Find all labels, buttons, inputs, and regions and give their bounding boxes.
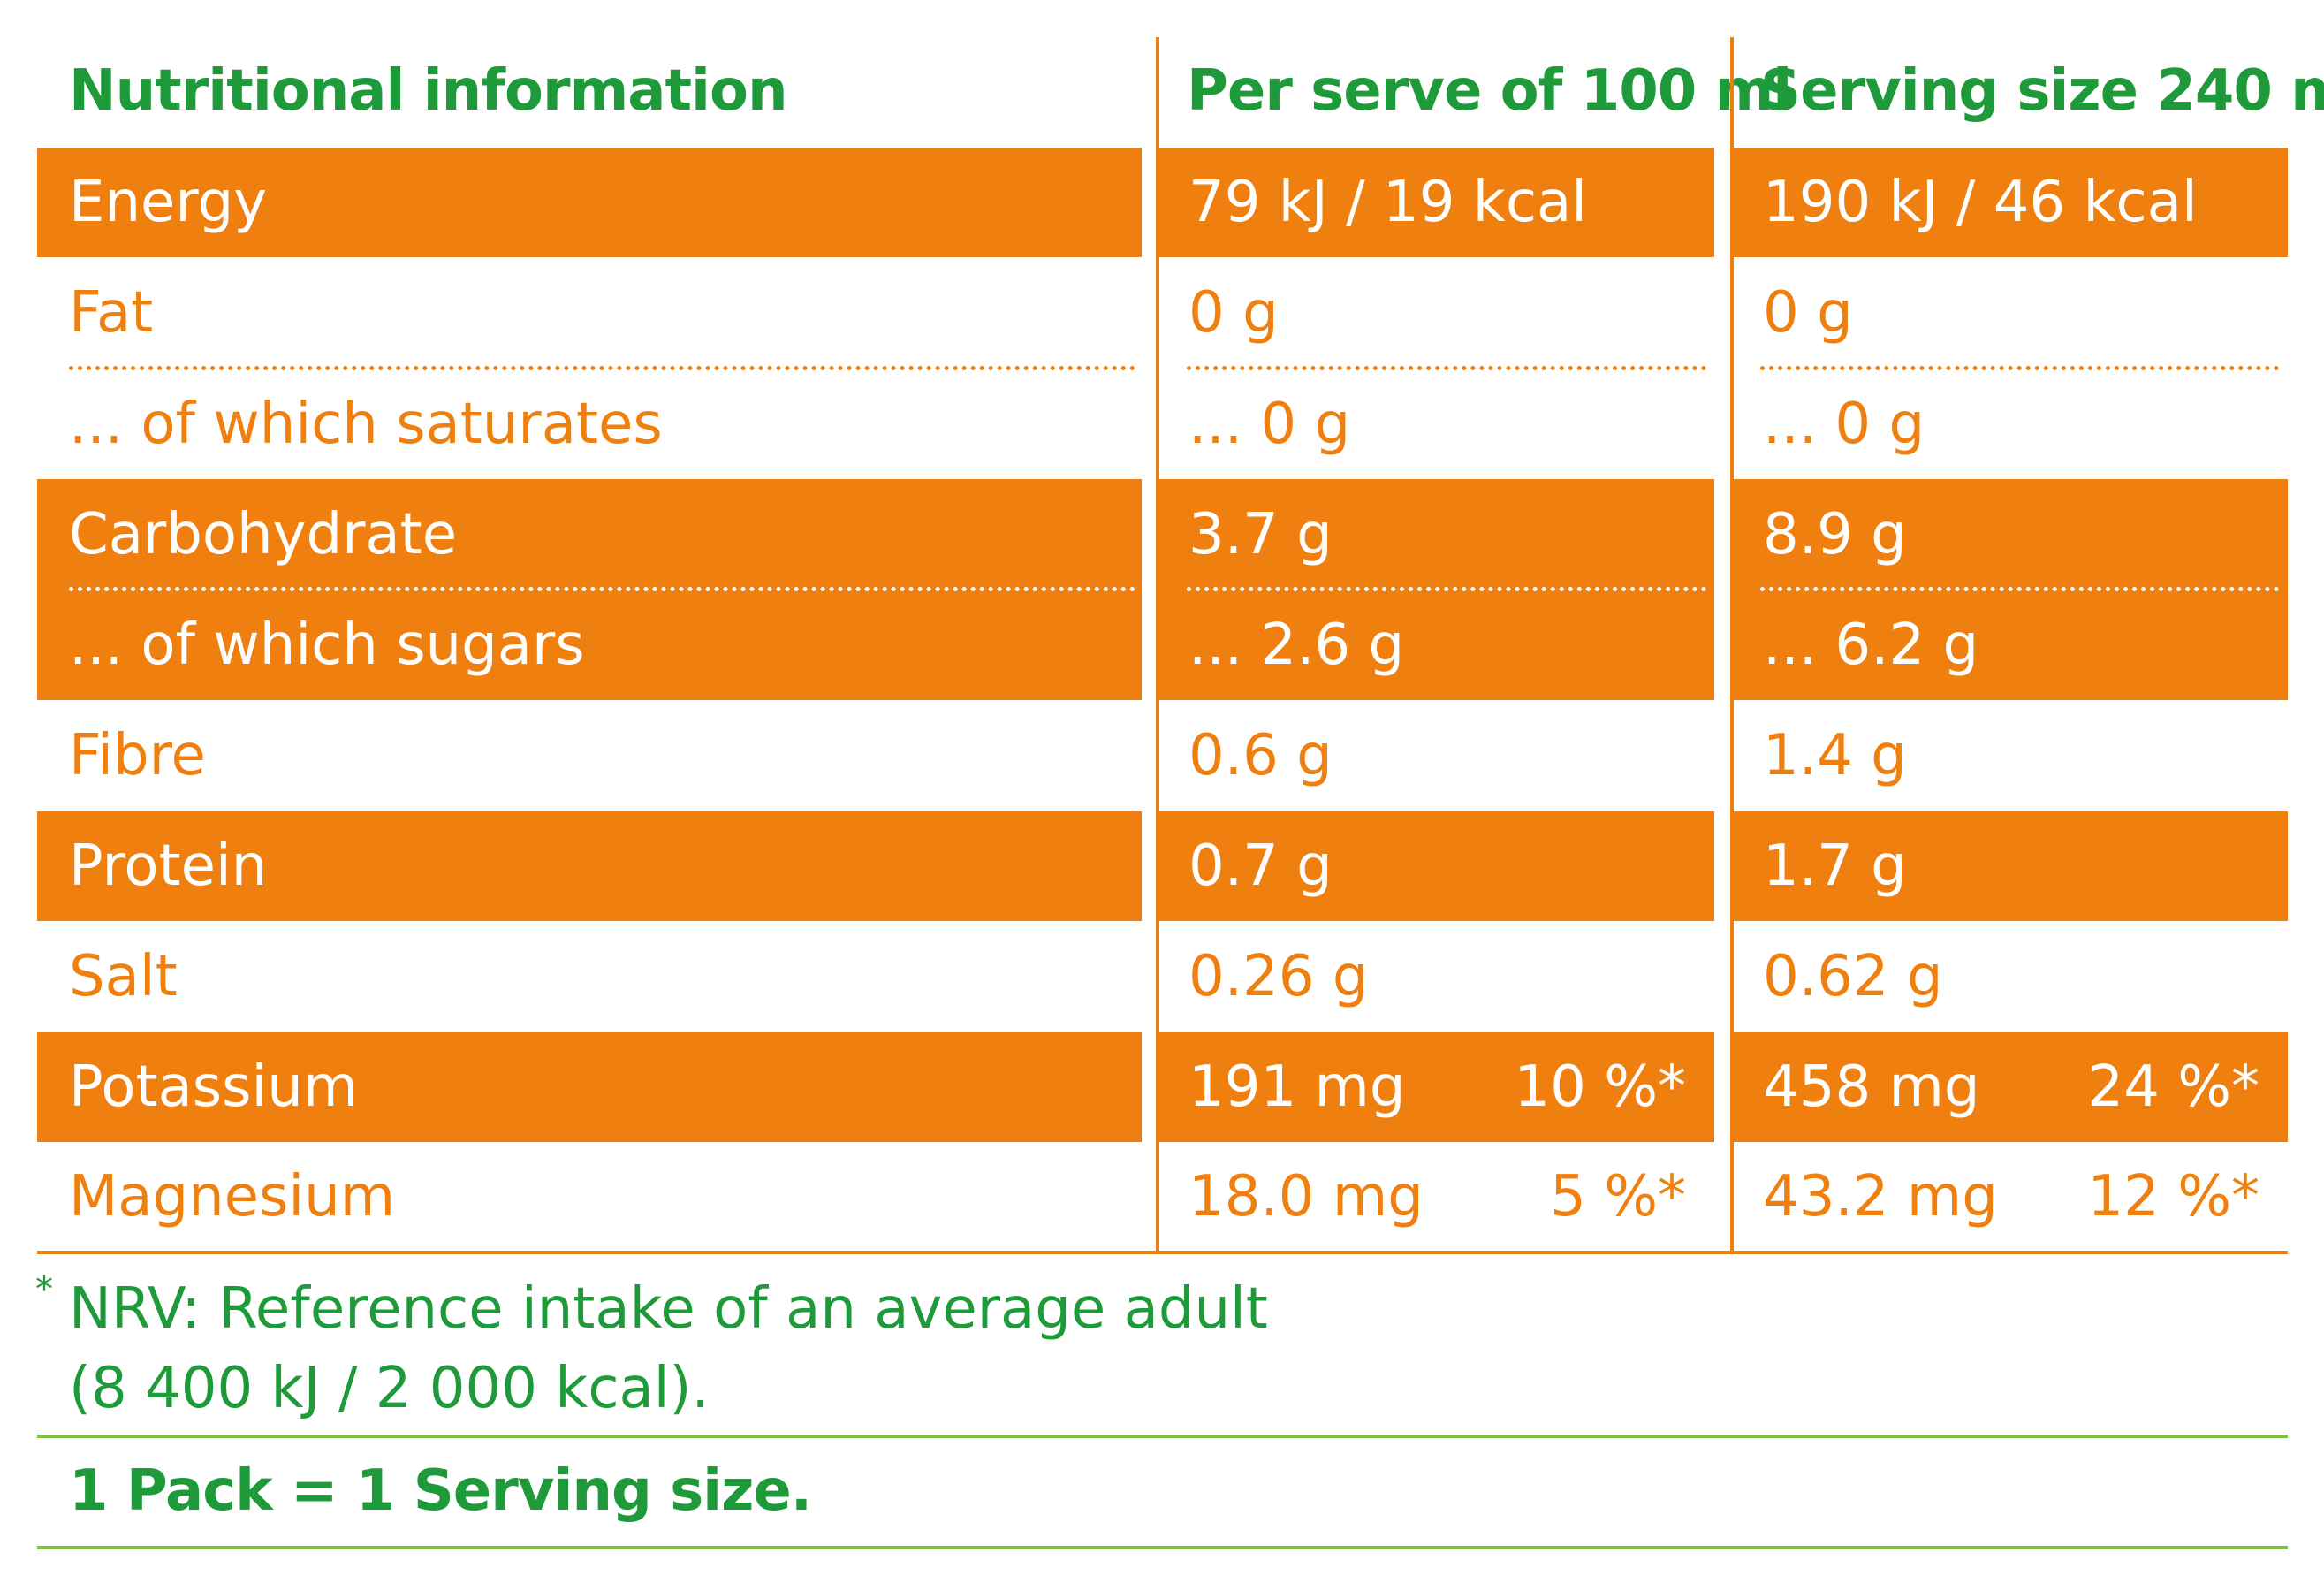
row-label: Salt [69, 944, 178, 1009]
row-label: Carbohydrate [69, 502, 458, 567]
footnote-line-1: NRV: Reference intake of an average adul… [69, 1276, 1268, 1342]
row-value-per100: 79 kJ / 19 kcal [1189, 170, 1587, 235]
row-label: Potassium [69, 1054, 359, 1120]
row-salt-per100-cell: 0.26 g [1159, 922, 1714, 1031]
column-divider [1156, 37, 1159, 1252]
row-value-serving: 8.9 g [1763, 502, 1907, 567]
row-value-serving: 0.62 g [1763, 944, 1943, 1009]
dotted-divider [69, 366, 1135, 370]
row-saturates-per100-cell: ... 0 g [1159, 370, 1714, 478]
dotted-divider [1187, 366, 1706, 370]
row-label: Fat [69, 280, 154, 346]
row-nrv-per100: 5 %* [1550, 1164, 1686, 1229]
header-per-100ml: Per serve of 100 ml [1187, 58, 1792, 124]
green-rule-bottom [37, 1546, 2288, 1549]
row-value-serving: ... 6.2 g [1763, 613, 1979, 678]
row-value-serving: ... 0 g [1763, 392, 1925, 457]
row-value-serving: 190 kJ / 46 kcal [1763, 170, 2198, 235]
row-label: Protein [69, 834, 268, 899]
row-potassium-label-cell: Potassium [37, 1032, 1142, 1142]
footnote-line-2: (8 400 kJ / 2 000 kcal). [69, 1356, 710, 1421]
row-energy-per100-cell: 79 kJ / 19 kcal [1159, 148, 1714, 257]
row-value-per100: 3.7 g [1189, 502, 1333, 567]
row-value-serving: 1.7 g [1763, 834, 1907, 899]
row-fibre-serving-cell: 1.4 g [1734, 701, 2288, 811]
row-fat-label-cell: Fat [37, 258, 1142, 368]
row-nrv-serving: 12 %* [2087, 1164, 2259, 1229]
row-magnesium-serving-cell: 43.2 mg 12 %* [1734, 1143, 2288, 1251]
row-value-per100: 191 mg [1189, 1054, 1406, 1120]
row-carbohydrate-label-cell: Carbohydrate [37, 479, 1142, 590]
pack-note: 1 Pack = 1 Serving size. [69, 1458, 812, 1524]
header-nutritional-information: Nutritional information [69, 58, 787, 124]
row-sugars-label-cell: ... of which sugars [37, 590, 1142, 700]
row-fibre-per100-cell: 0.6 g [1159, 701, 1714, 811]
row-protein-label-cell: Protein [37, 811, 1142, 921]
row-magnesium-per100-cell: 18.0 mg 5 %* [1159, 1143, 1714, 1251]
row-potassium-serving-cell: 458 mg 24 %* [1734, 1032, 2288, 1142]
row-saturates-label-cell: ... of which saturates [37, 370, 1142, 478]
row-value-per100: ... 2.6 g [1189, 613, 1405, 678]
row-sugars-serving-cell: ... 6.2 g [1734, 590, 2288, 700]
row-label: Magnesium [69, 1164, 396, 1229]
row-value-per100: ... 0 g [1189, 392, 1351, 457]
row-saturates-serving-cell: ... 0 g [1734, 370, 2288, 478]
row-value-serving: 43.2 mg [1763, 1164, 1998, 1229]
row-protein-serving-cell: 1.7 g [1734, 811, 2288, 921]
row-protein-per100-cell: 0.7 g [1159, 811, 1714, 921]
row-fat-per100-cell: 0 g [1159, 258, 1714, 368]
row-label: ... of which sugars [69, 613, 585, 678]
row-label: Fibre [69, 723, 206, 788]
row-fat-serving-cell: 0 g [1734, 258, 2288, 368]
footnote-marker: * [35, 1269, 53, 1310]
dotted-divider [69, 587, 1135, 591]
row-carbohydrate-per100-cell: 3.7 g [1159, 479, 1714, 590]
row-value-per100: 18.0 mg [1189, 1164, 1424, 1229]
row-sugars-per100-cell: ... 2.6 g [1159, 590, 1714, 700]
row-label: ... of which saturates [69, 392, 663, 457]
row-salt-serving-cell: 0.62 g [1734, 922, 2288, 1031]
green-rule-top [37, 1435, 2288, 1438]
row-value-serving: 458 mg [1763, 1054, 1980, 1120]
row-potassium-per100-cell: 191 mg 10 %* [1159, 1032, 1714, 1142]
row-fibre-label-cell: Fibre [37, 701, 1142, 811]
row-nrv-serving: 24 %* [2087, 1054, 2259, 1120]
row-value-per100: 0.6 g [1189, 723, 1333, 788]
row-carbohydrate-serving-cell: 8.9 g [1734, 479, 2288, 590]
column-divider [1730, 37, 1734, 1252]
row-nrv-per100: 10 %* [1514, 1054, 1686, 1120]
row-salt-label-cell: Salt [37, 922, 1142, 1031]
dotted-divider [1760, 587, 2279, 591]
row-magnesium-label-cell: Magnesium [37, 1143, 1142, 1251]
row-energy-serving-cell: 190 kJ / 46 kcal [1734, 148, 2288, 257]
row-energy-label-cell: Energy [37, 148, 1142, 257]
row-value-serving: 1.4 g [1763, 723, 1907, 788]
dotted-divider [1760, 366, 2279, 370]
row-value-serving: 0 g [1763, 280, 1853, 346]
dotted-divider [1187, 587, 1706, 591]
row-value-per100: 0 g [1189, 280, 1279, 346]
row-label: Energy [69, 170, 268, 235]
row-value-per100: 0.26 g [1189, 944, 1369, 1009]
row-value-per100: 0.7 g [1189, 834, 1333, 899]
table-bottom-rule [37, 1251, 2288, 1254]
header-per-serving: Serving size 240 ml [1760, 58, 2324, 124]
